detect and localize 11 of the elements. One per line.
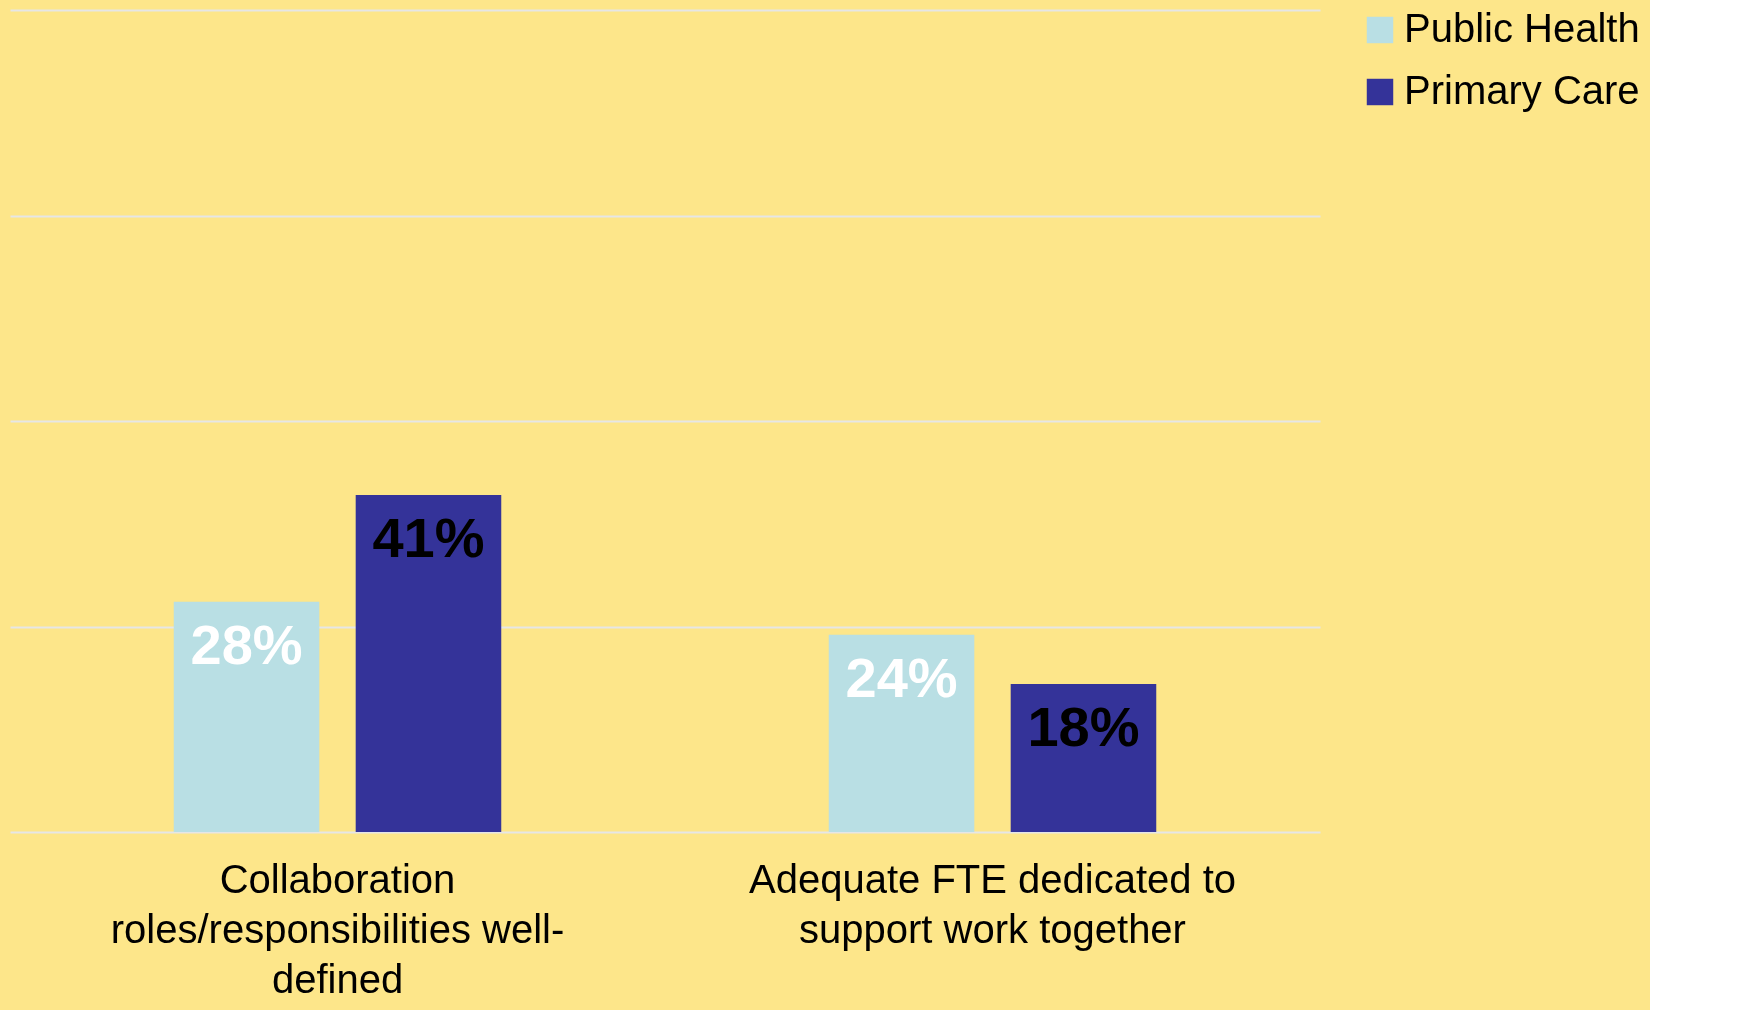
data-label: 28%	[190, 612, 303, 676]
bar	[355, 494, 502, 832]
bar	[828, 634, 975, 832]
x-tick-label: Adequate FTE dedicated to support work together	[749, 856, 1236, 951]
data-label: 24%	[845, 645, 958, 709]
legend-label: Public Health	[1404, 6, 1640, 50]
data-label: 18%	[1027, 695, 1140, 759]
legend-label: Primary Care	[1404, 68, 1640, 112]
data-label: 41%	[372, 505, 485, 569]
x-tick-label: Collaboration roles/responsibilities well-defined	[110, 856, 565, 1001]
bar	[173, 601, 320, 832]
